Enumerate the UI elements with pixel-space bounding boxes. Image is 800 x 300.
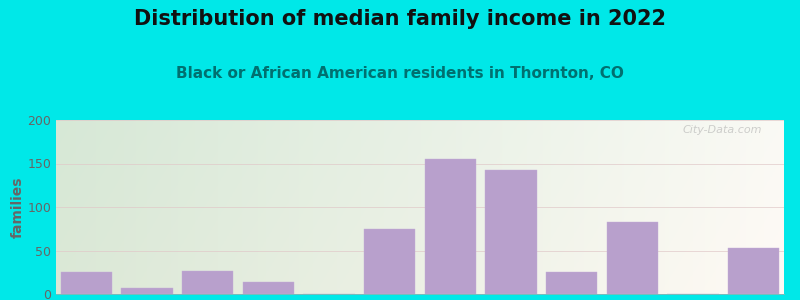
Bar: [61, 272, 112, 294]
Text: Distribution of median family income in 2022: Distribution of median family income in …: [134, 9, 666, 29]
Bar: [425, 159, 476, 294]
Bar: [486, 169, 537, 294]
Bar: [606, 222, 658, 294]
Y-axis label: families: families: [10, 176, 25, 238]
Bar: [546, 272, 598, 294]
Bar: [242, 282, 294, 294]
Bar: [364, 229, 415, 294]
Bar: [182, 271, 234, 294]
Bar: [122, 288, 173, 294]
Bar: [728, 248, 779, 294]
Text: Black or African American residents in Thornton, CO: Black or African American residents in T…: [176, 66, 624, 81]
Text: City-Data.com: City-Data.com: [682, 125, 762, 135]
